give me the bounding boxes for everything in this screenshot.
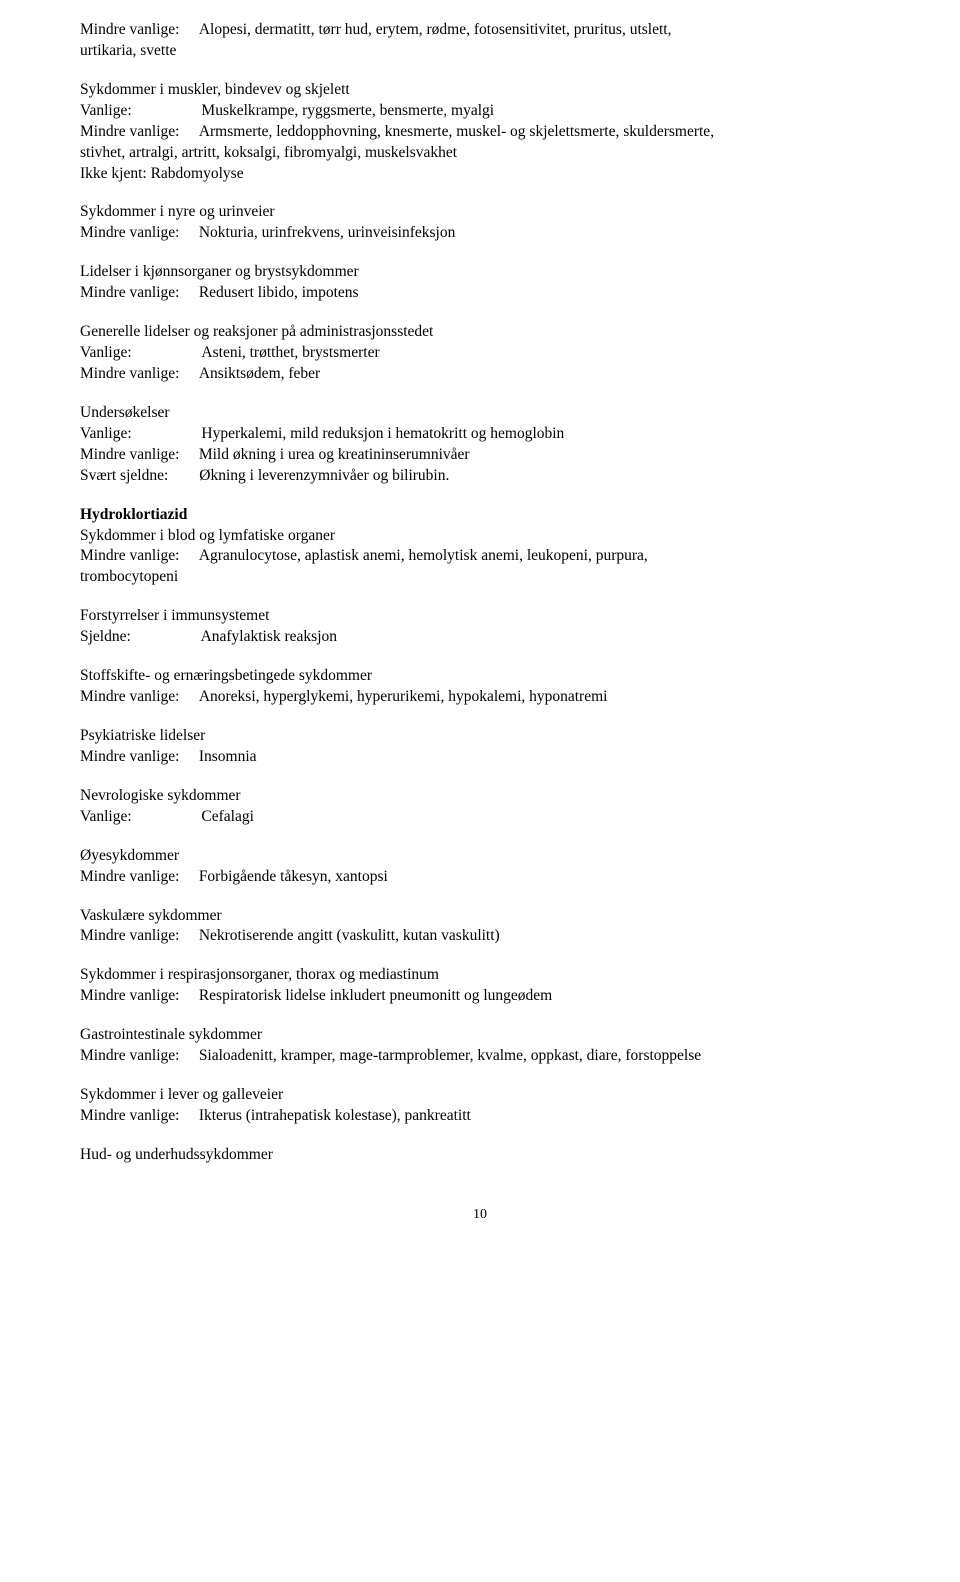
freq-value: Anafylaktisk reaksjon bbox=[201, 628, 337, 645]
freq-value: Armsmerte, leddopphovning, knesmerte, mu… bbox=[199, 123, 714, 140]
freq-value: Muskelkrampe, ryggsmerte, bensmerte, mya… bbox=[201, 102, 494, 119]
freq-label: Vanlige: bbox=[80, 808, 132, 825]
freq-value: Nokturia, urinfrekvens, urinveisinfeksjo… bbox=[199, 224, 456, 241]
freq-label: Vanlige: bbox=[80, 344, 132, 361]
row-mindre-vanlige: Mindre vanlige: Nokturia, urinfrekvens, … bbox=[80, 223, 880, 244]
section-title: Generelle lidelser og reaksjoner på admi… bbox=[80, 322, 880, 343]
section-title: Sykdommer i nyre og urinveier bbox=[80, 202, 880, 223]
row-mindre-vanlige: Mindre vanlige: Respiratorisk lidelse in… bbox=[80, 986, 880, 1007]
freq-label: Vanlige: bbox=[80, 425, 132, 442]
freq-label: Mindre vanlige: bbox=[80, 688, 179, 705]
row-vanlige: Vanlige: Muskelkrampe, ryggsmerte, bensm… bbox=[80, 101, 880, 122]
row-mindre-vanlige: Mindre vanlige: Mild økning i urea og kr… bbox=[80, 445, 880, 466]
section-vascular: Vaskulære sykdommer Mindre vanlige: Nekr… bbox=[80, 906, 880, 948]
row-mindre-vanlige: Mindre vanlige: Nekrotiserende angitt (v… bbox=[80, 926, 880, 947]
freq-label: Svært sjeldne: bbox=[80, 467, 168, 484]
row-vanlige: Vanlige: Asteni, trøtthet, brystsmerter bbox=[80, 343, 880, 364]
section-skin-continued: Mindre vanlige: Alopesi, dermatitt, tørr… bbox=[80, 20, 880, 62]
section-title: Sykdommer i lever og galleveier bbox=[80, 1085, 880, 1106]
freq-label: Sjeldne: bbox=[80, 628, 131, 645]
section-muscle: Sykdommer i muskler, bindevev og skjelet… bbox=[80, 80, 880, 185]
row-svaert-sjeldne: Svært sjeldne: Økning i leverenzymnivåer… bbox=[80, 466, 880, 487]
row-mindre-vanlige: Mindre vanlige: Insomnia bbox=[80, 747, 880, 768]
row-mindre-vanlige: Mindre vanlige: Sialoadenitt, kramper, m… bbox=[80, 1046, 880, 1067]
freq-label: Mindre vanlige: bbox=[80, 123, 179, 140]
freq-label: Mindre vanlige: bbox=[80, 21, 179, 38]
section-immune: Forstyrrelser i immunsystemet Sjeldne: A… bbox=[80, 606, 880, 648]
freq-value: Ansiktsødem, feber bbox=[199, 365, 320, 382]
freq-label: Mindre vanlige: bbox=[80, 927, 179, 944]
row-mindre-vanlige: Mindre vanlige: Agranulocytose, aplastis… bbox=[80, 546, 880, 567]
row-mindre-vanlige: Mindre vanlige: Anoreksi, hyperglykemi, … bbox=[80, 687, 880, 708]
row-vanlige: Vanlige: Hyperkalemi, mild reduksjon i h… bbox=[80, 424, 880, 445]
freq-value: Anoreksi, hyperglykemi, hyperurikemi, hy… bbox=[199, 688, 608, 705]
section-investigations: Undersøkelser Vanlige: Hyperkalemi, mild… bbox=[80, 403, 880, 487]
section-kidney: Sykdommer i nyre og urinveier Mindre van… bbox=[80, 202, 880, 244]
freq-value: Ikterus (intrahepatisk kolestase), pankr… bbox=[199, 1107, 471, 1124]
section-psychiatric: Psykiatriske lidelser Mindre vanlige: In… bbox=[80, 726, 880, 768]
row-sjeldne: Sjeldne: Anafylaktisk reaksjon bbox=[80, 627, 880, 648]
row-mindre-vanlige: Mindre vanlige: Ikterus (intrahepatisk k… bbox=[80, 1106, 880, 1127]
freq-value: Cefalagi bbox=[201, 808, 254, 825]
freq-value: Alopesi, dermatitt, tørr hud, erytem, rø… bbox=[199, 21, 672, 38]
section-title: Sykdommer i muskler, bindevev og skjelet… bbox=[80, 80, 880, 101]
section-title: Nevrologiske sykdommer bbox=[80, 786, 880, 807]
section-reproductive: Lidelser i kjønnsorganer og brystsykdomm… bbox=[80, 262, 880, 304]
section-title: Sykdommer i blod og lymfatiske organer bbox=[80, 526, 880, 547]
freq-label: Mindre vanlige: bbox=[80, 1107, 179, 1124]
row-mindre-vanlige: Mindre vanlige: Ansiktsødem, feber bbox=[80, 364, 880, 385]
section-metabolism: Stoffskifte- og ernæringsbetingede sykdo… bbox=[80, 666, 880, 708]
section-hydrochlorothiazide: Hydroklortiazid Sykdommer i blod og lymf… bbox=[80, 505, 880, 589]
freq-value: Insomnia bbox=[199, 748, 257, 765]
row-mindre-vanlige: Mindre vanlige: Redusert libido, impoten… bbox=[80, 283, 880, 304]
section-title: Øyesykdommer bbox=[80, 846, 880, 867]
drug-heading: Hydroklortiazid bbox=[80, 505, 880, 526]
row-ikke-kjent: Ikke kjent: Rabdomyolyse bbox=[80, 164, 880, 185]
freq-label: Vanlige: bbox=[80, 102, 132, 119]
freq-label: Mindre vanlige: bbox=[80, 284, 179, 301]
section-hepatobiliary: Sykdommer i lever og galleveier Mindre v… bbox=[80, 1085, 880, 1127]
freq-label: Mindre vanlige: bbox=[80, 1047, 179, 1064]
freq-label: Mindre vanlige: bbox=[80, 446, 179, 463]
row-vanlige: Vanlige: Cefalagi bbox=[80, 807, 880, 828]
section-gastrointestinal: Gastrointestinale sykdommer Mindre vanli… bbox=[80, 1025, 880, 1067]
continuation-line: urtikaria, svette bbox=[80, 41, 880, 62]
freq-label: Mindre vanlige: bbox=[80, 987, 179, 1004]
freq-value: Agranulocytose, aplastisk anemi, hemolyt… bbox=[199, 547, 648, 564]
row-mindre-vanlige: Mindre vanlige: Alopesi, dermatitt, tørr… bbox=[80, 20, 880, 41]
section-title: Sykdommer i respirasjonsorganer, thorax … bbox=[80, 965, 880, 986]
section-eye: Øyesykdommer Mindre vanlige: Forbigående… bbox=[80, 846, 880, 888]
freq-label: Mindre vanlige: bbox=[80, 547, 179, 564]
freq-value: Økning i leverenzymnivåer og bilirubin. bbox=[199, 467, 449, 484]
freq-value: Hyperkalemi, mild reduksjon i hematokrit… bbox=[201, 425, 564, 442]
section-skin: Hud- og underhudssykdommer bbox=[80, 1145, 880, 1166]
freq-value: Mild økning i urea og kreatininserumnivå… bbox=[199, 446, 470, 463]
freq-value: Nekrotiserende angitt (vaskulitt, kutan … bbox=[199, 927, 500, 944]
freq-label: Mindre vanlige: bbox=[80, 748, 179, 765]
page-number: 10 bbox=[80, 1206, 880, 1225]
section-title: Vaskulære sykdommer bbox=[80, 906, 880, 927]
section-respiratory: Sykdommer i respirasjonsorganer, thorax … bbox=[80, 965, 880, 1007]
freq-value: Forbigående tåkesyn, xantopsi bbox=[199, 868, 388, 885]
section-title: Stoffskifte- og ernæringsbetingede sykdo… bbox=[80, 666, 880, 687]
freq-value: Respiratorisk lidelse inkludert pneumoni… bbox=[199, 987, 552, 1004]
continuation-line: trombocytopeni bbox=[80, 567, 880, 588]
freq-value: Sialoadenitt, kramper, mage-tarmprobleme… bbox=[199, 1047, 701, 1064]
section-title: Forstyrrelser i immunsystemet bbox=[80, 606, 880, 627]
section-title: Gastrointestinale sykdommer bbox=[80, 1025, 880, 1046]
row-mindre-vanlige: Mindre vanlige: Armsmerte, leddopphovnin… bbox=[80, 122, 880, 143]
section-neurological: Nevrologiske sykdommer Vanlige: Cefalagi bbox=[80, 786, 880, 828]
freq-label: Mindre vanlige: bbox=[80, 868, 179, 885]
section-title: Psykiatriske lidelser bbox=[80, 726, 880, 747]
continuation-line: stivhet, artralgi, artritt, koksalgi, fi… bbox=[80, 143, 880, 164]
row-mindre-vanlige: Mindre vanlige: Forbigående tåkesyn, xan… bbox=[80, 867, 880, 888]
freq-value: Redusert libido, impotens bbox=[199, 284, 359, 301]
freq-value: Asteni, trøtthet, brystsmerter bbox=[201, 344, 379, 361]
section-title: Hud- og underhudssykdommer bbox=[80, 1145, 880, 1166]
section-general: Generelle lidelser og reaksjoner på admi… bbox=[80, 322, 880, 385]
section-title: Undersøkelser bbox=[80, 403, 880, 424]
section-title: Lidelser i kjønnsorganer og brystsykdomm… bbox=[80, 262, 880, 283]
freq-label: Mindre vanlige: bbox=[80, 224, 179, 241]
freq-label: Mindre vanlige: bbox=[80, 365, 179, 382]
